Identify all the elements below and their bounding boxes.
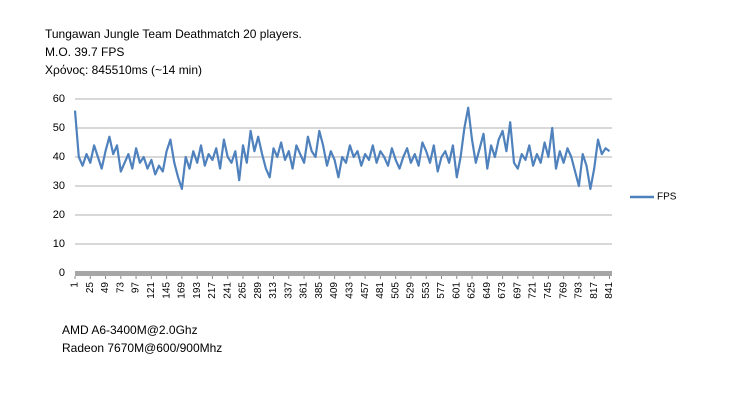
x-tick-label: 625 xyxy=(467,282,478,299)
y-tick-label: 0 xyxy=(59,267,65,279)
x-tick-label: 433 xyxy=(345,282,356,299)
x-tick-label: 217 xyxy=(207,282,218,299)
subtitle: Χρόνος: 845510ms (~14 min) xyxy=(45,63,202,77)
line-series xyxy=(73,106,611,190)
y-tick-label: 50 xyxy=(53,122,65,134)
note: AMD A6-3400M@2.0Ghz xyxy=(62,323,198,337)
x-tick-label: 505 xyxy=(390,282,401,299)
y-tick-label: 20 xyxy=(53,209,65,221)
x-tick-label: 145 xyxy=(161,282,172,299)
x-tick-label: 793 xyxy=(574,282,585,299)
x-tick-label: 385 xyxy=(314,282,325,299)
x-tick-label: 529 xyxy=(406,282,417,299)
y-tick-label: 10 xyxy=(53,238,65,250)
x-tick-label: 313 xyxy=(268,282,279,299)
x-tick-label: 673 xyxy=(497,282,508,299)
x-tick-label: 97 xyxy=(131,282,142,294)
x-tick-label: 1 xyxy=(70,282,81,288)
x-tick-label: 337 xyxy=(283,282,294,299)
x-tick-label: 481 xyxy=(375,282,386,299)
x-tick-label: 817 xyxy=(589,282,600,299)
x-tick-label: 577 xyxy=(436,282,447,299)
y-tick-label: 60 xyxy=(53,93,65,105)
y-tick-label: 30 xyxy=(53,180,65,192)
x-tick-label: 697 xyxy=(512,282,523,299)
note: Radeon 7670M@600/900Mhz xyxy=(62,341,222,355)
x-tick-label: 193 xyxy=(192,282,203,299)
x-tick-label: 265 xyxy=(238,282,249,299)
x-tick-label: 49 xyxy=(100,282,111,294)
x-tick-label: 25 xyxy=(85,282,96,294)
x-tick-label: 241 xyxy=(222,282,233,299)
x-tick-label: 601 xyxy=(451,282,462,299)
x-tick-label: 289 xyxy=(253,282,264,299)
x-axis xyxy=(75,271,612,276)
x-tick-label: 553 xyxy=(421,282,432,299)
x-tick-label: 841 xyxy=(604,282,615,299)
x-tick-label: 457 xyxy=(360,282,371,299)
chart-title: Tungawan Jungle Team Deathmatch 20 playe… xyxy=(45,27,302,41)
x-tick-label: 73 xyxy=(115,282,126,294)
x-tick-label: 649 xyxy=(482,282,493,299)
x-tick-label: 121 xyxy=(146,282,157,299)
x-tick-label: 409 xyxy=(329,282,340,299)
legend-label: FPS xyxy=(657,192,677,203)
x-tick-label: 721 xyxy=(528,282,539,299)
subtitle: M.O. 39.7 FPS xyxy=(45,45,124,59)
x-tick-label: 361 xyxy=(299,282,310,299)
x-tick-label: 745 xyxy=(543,282,554,299)
x-tick-label: 169 xyxy=(177,282,188,299)
x-tick-label: 769 xyxy=(558,282,569,299)
y-tick-label: 40 xyxy=(53,151,65,163)
